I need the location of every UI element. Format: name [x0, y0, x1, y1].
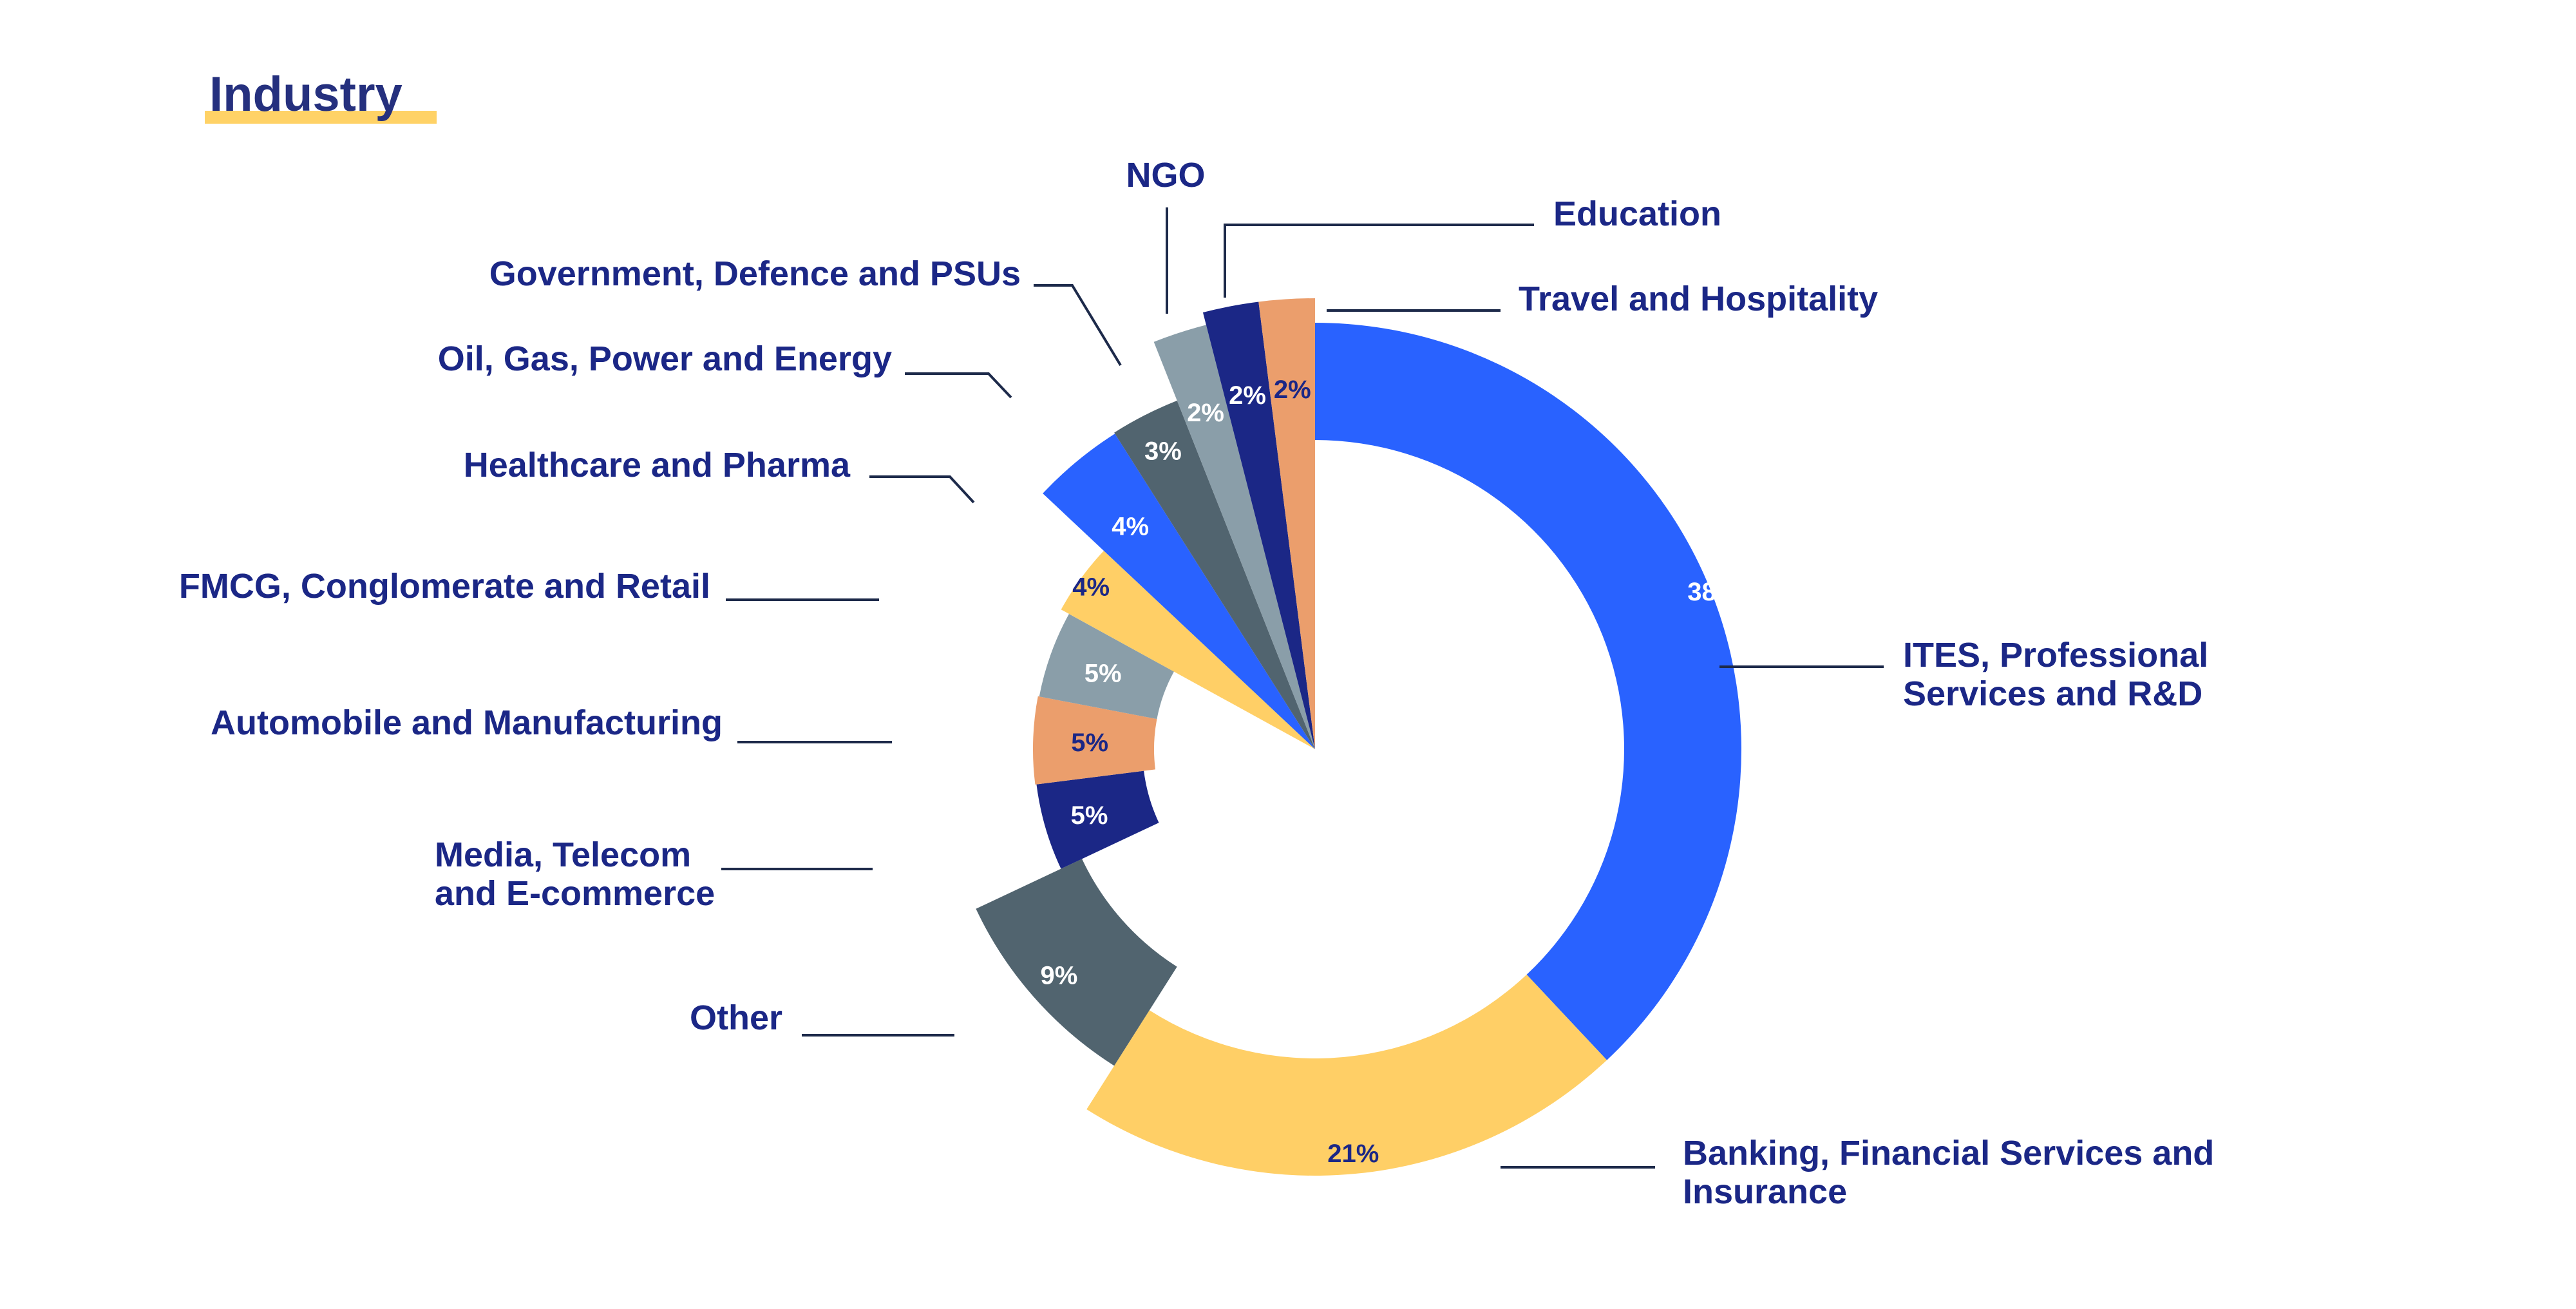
pie-slices — [976, 298, 1741, 1176]
value-label-travel-and-hospitality: 2% — [1274, 376, 1311, 404]
slice-ites-professional-services-and-randd — [1315, 323, 1741, 1060]
category-label-media-telecom-and-e-commerce: Media, Telecom and E-commerce — [435, 836, 715, 913]
category-label-oil-gas-power-and-energy: Oil, Gas, Power and Energy — [438, 339, 892, 378]
category-label-healthcare-and-pharma: Healthcare and Pharma — [464, 446, 851, 484]
category-label-government-defence-and-psus: Government, Defence and PSUs — [489, 254, 1021, 293]
value-label-automobile-and-manufacturing: 5% — [1071, 729, 1108, 757]
leader-line-government-defence-and-psus — [1034, 284, 1122, 367]
leader-line-healthcare-and-pharma — [869, 475, 975, 504]
leader-line-education — [1224, 224, 1534, 298]
slice-education — [1202, 301, 1315, 749]
category-label-ngo: NGO — [1126, 156, 1205, 195]
value-label-education: 2% — [1229, 381, 1266, 410]
category-label-automobile-and-manufacturing: Automobile and Manufacturing — [211, 703, 723, 742]
value-label-oil-gas-power-and-energy: 4% — [1112, 512, 1149, 540]
leader-line-oil-gas-power-and-energy — [905, 372, 1012, 399]
slice-government-defence-and-psus — [1114, 400, 1315, 749]
title-underline — [205, 111, 437, 124]
value-label-ites-professional-services-and-randd: 38% — [1687, 578, 1739, 606]
value-labels: 38%21%9%5%5%5%4%4%3%2%2% 2% — [1041, 376, 1739, 1168]
category-label-ites-professional-services-and-randd: ITES, Professional Services and R&D — [1903, 636, 2208, 713]
category-label-travel-and-hospitality: Travel and Hospitality — [1519, 280, 1878, 318]
slice-oil-gas-power-and-energy — [1043, 434, 1315, 749]
slice-fmcg-conglomerate-and-retail — [1039, 613, 1174, 720]
chart-title: Industry — [209, 67, 402, 122]
value-label-banking-financial-services-and-insurance: 21% — [1327, 1140, 1379, 1168]
value-label-ngo: 2% — [1187, 399, 1224, 427]
category-label-education: Education — [1553, 195, 1721, 233]
slice-travel-and-hospitality — [1258, 298, 1315, 749]
slice-automobile-and-manufacturing — [1033, 696, 1157, 785]
slice-banking-financial-services-and-insurance — [1086, 974, 1607, 1176]
value-label-other: 9% — [1041, 961, 1078, 989]
slice-other — [976, 859, 1177, 1066]
category-label-banking-financial-services-and-insurance: Banking, Financial Services and Insurance — [1683, 1134, 2214, 1211]
slice-healthcare-and-pharma — [1061, 550, 1315, 749]
category-label-other: Other — [690, 998, 782, 1037]
category-label-fmcg-conglomerate-and-retail: FMCG, Conglomerate and Retail — [179, 567, 710, 606]
value-label-government-defence-and-psus: 3% — [1144, 437, 1182, 466]
chart-header: Industry — [205, 67, 437, 124]
value-label-fmcg-conglomerate-and-retail: 5% — [1084, 659, 1122, 687]
value-label-media-telecom-and-e-commerce: 5% — [1071, 801, 1108, 830]
slice-media-telecom-and-e-commerce — [1036, 770, 1159, 869]
slice-ngo — [1153, 325, 1315, 749]
leader-lines — [721, 207, 1884, 1169]
value-label-healthcare-and-pharma: 4% — [1072, 573, 1110, 601]
category-labels: ITES, Professional Services and R&D Bankin… — [179, 156, 2214, 1211]
